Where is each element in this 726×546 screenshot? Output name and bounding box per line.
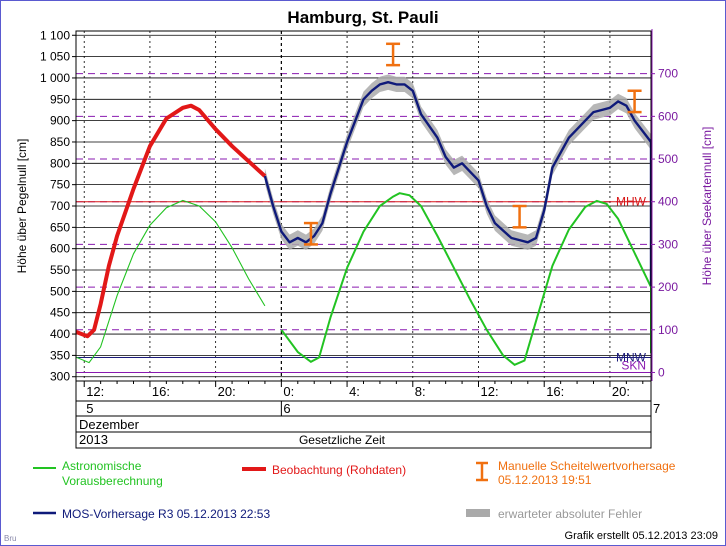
left-tick-label: 500 — [50, 284, 70, 298]
legend-label-astronomical: Astronomische — [62, 459, 142, 473]
legend-label-peak: Manuelle Scheitelwertvorhersage — [498, 459, 676, 473]
peak-forecast-bars — [303, 42, 642, 246]
left-tick-label: 600 — [50, 242, 70, 256]
time-tick-label: 16: — [152, 384, 170, 399]
right-tick-label: 400 — [658, 195, 678, 209]
left-tick-label: 650 — [50, 220, 70, 234]
legend-label-observation: Beobachtung (Rohdaten) — [272, 463, 406, 477]
time-tick-label: 12: — [86, 384, 104, 399]
left-tick-label: 450 — [50, 306, 70, 320]
right-axis-label: Höhe über Seekartennull [cm] — [700, 127, 714, 286]
left-tick-label: 1 000 — [40, 71, 70, 85]
day-label: 6 — [283, 401, 290, 416]
legend-label-astronomical-2: Vorausberechnung — [62, 474, 163, 488]
time-tick-label: 0: — [283, 384, 294, 399]
day-label: 5 — [86, 401, 93, 416]
left-tick-label: 300 — [50, 370, 70, 384]
day-label: 7 — [653, 401, 660, 416]
right-tick-label: 500 — [658, 152, 678, 166]
series-mos-forecast — [263, 80, 653, 287]
legend-label-error: erwarteter absoluter Fehler — [498, 507, 642, 521]
left-tick-label: 800 — [50, 156, 70, 170]
reference-label: SKN — [621, 358, 646, 372]
horizontal-grid — [76, 34, 651, 378]
right-tick-label: 700 — [658, 67, 678, 81]
right-tick-label: 200 — [658, 280, 678, 294]
footer-created: Grafik erstellt 05.12.2013 23:09 — [565, 530, 718, 542]
left-tick-label: 1 050 — [40, 50, 70, 64]
time-axis-table — [75, 380, 652, 449]
time-tick-label: 8: — [415, 384, 426, 399]
series-astronomical — [280, 192, 652, 366]
time-axis-label: Gesetzliche Zeit — [299, 433, 386, 447]
series-observation — [75, 103, 267, 339]
left-tick-label: 850 — [50, 135, 70, 149]
legend-label-mos: MOS-Vorhersage R3 05.12.2013 22:53 — [62, 507, 270, 521]
series-astronomical-past — [75, 199, 266, 364]
legend-label-peak-2: 05.12.2013 19:51 — [498, 473, 592, 487]
left-tick-label: 550 — [50, 263, 70, 277]
left-axis-label: Höhe über Pegelnull [cm] — [15, 139, 29, 274]
logo: Bru — [4, 534, 16, 543]
time-tick-label: 20: — [612, 384, 630, 399]
time-tick-label: 12: — [481, 384, 499, 399]
time-tick-labels: 12: 16: 20: 0: 4: 8: 12: 16: 20: 5 6 7 — [83, 381, 660, 416]
left-tick-label: 700 — [50, 199, 70, 213]
left-tick-label: 1 100 — [40, 28, 70, 42]
year-label: 2013 — [79, 432, 108, 447]
error-band — [264, 74, 651, 293]
reference-label: MNW — [616, 351, 647, 365]
time-tick-label: 16: — [546, 384, 564, 399]
error-band-area — [264, 74, 651, 293]
left-tick-label: 900 — [50, 114, 70, 128]
right-tick-label: 0 — [658, 365, 665, 379]
left-tick-label: 400 — [50, 327, 70, 341]
time-tick-label: 4: — [349, 384, 360, 399]
right-tick-label: 600 — [658, 109, 678, 123]
left-tick-label: 950 — [50, 92, 70, 106]
right-tick-label: 300 — [658, 237, 678, 251]
left-tick-label: 350 — [50, 348, 70, 362]
left-axis-ticks: 300 350 400 450 500 550 600 650 700 750 800 850 900 9… — [40, 28, 76, 384]
month-label: Dezember — [79, 417, 140, 432]
reference-label: MHW — [616, 195, 647, 209]
right-tick-label: 100 — [658, 323, 678, 337]
chart-title: Hamburg, St. Pauli — [287, 8, 438, 27]
left-tick-label: 750 — [50, 178, 70, 192]
time-tick-label: 20: — [218, 384, 236, 399]
legend-swatch-error — [466, 509, 490, 517]
right-axis-ticks: 0 100 200 300 400 500 600 700 — [651, 29, 678, 381]
series-lines — [75, 80, 653, 366]
